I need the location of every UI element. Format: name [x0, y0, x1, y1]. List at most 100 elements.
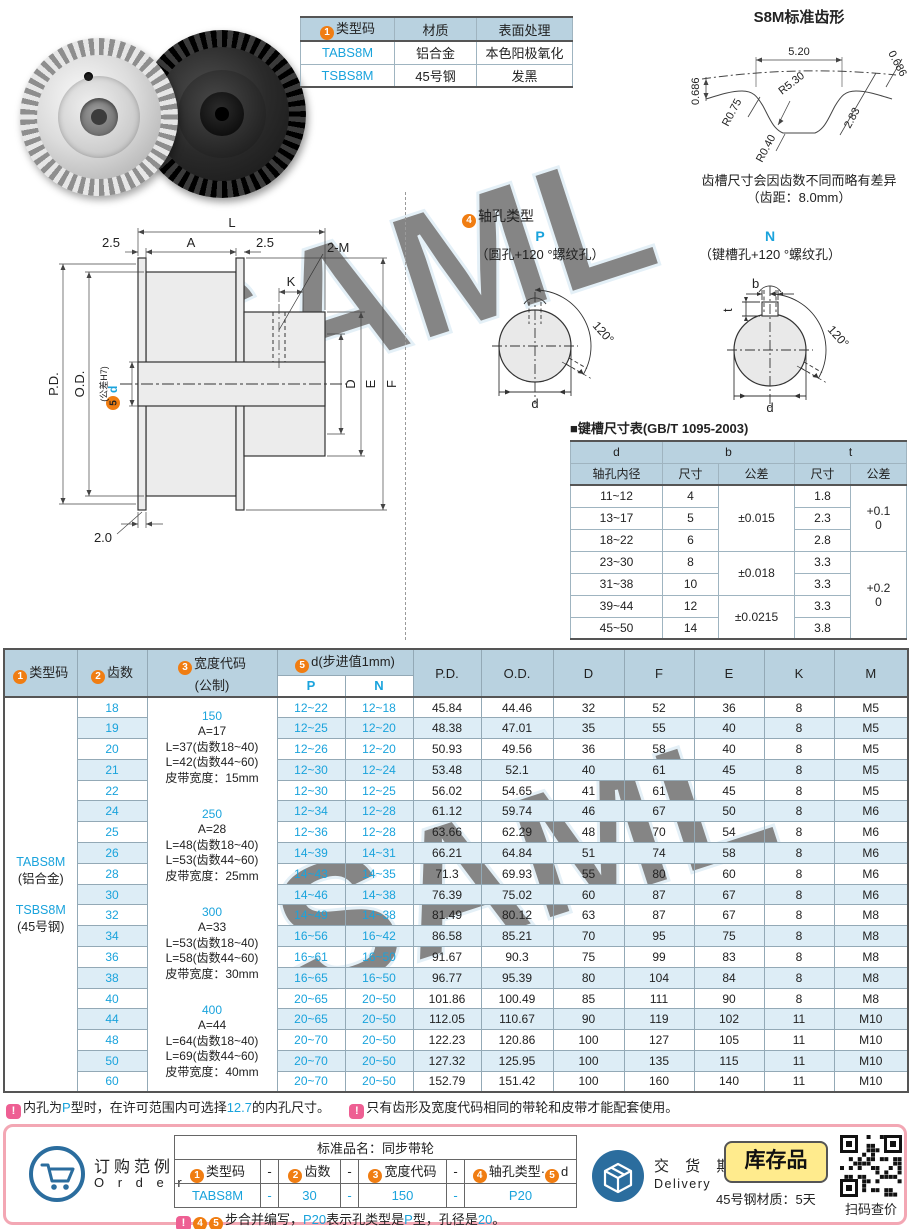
d-range-n-cell: 14~38 [344, 904, 414, 927]
F-cell: 80 [623, 862, 695, 885]
pd-cell: 45.84 [412, 696, 482, 719]
svg-text:5.20: 5.20 [788, 46, 809, 58]
hole-type-n-diagram: b t 120° d [720, 276, 852, 415]
pd-cell: 76.39 [412, 883, 482, 906]
order-label-cell: 1 类型码 [174, 1159, 261, 1184]
width-block-line: L=53(齿数18~40) [165, 935, 259, 950]
d-range-n-cell: 20~50 [344, 1070, 414, 1093]
keyway-d-cell: 31~38 [570, 572, 663, 596]
width-block-line: 皮带宽度：30mm [165, 966, 259, 981]
svg-text:R5.30: R5.30 [776, 70, 807, 98]
keyway-b-size-cell: 10 [662, 572, 719, 596]
d-range-n-cell: 16~42 [344, 925, 414, 948]
K-cell: 11 [763, 1029, 835, 1052]
tooth-profile-title: S8M标准齿形 [753, 9, 845, 26]
col-M: M [833, 648, 909, 698]
d-range-p-cell: 16~65 [276, 966, 346, 989]
hole-type-p-desc: （圆孔+120 °螺纹孔） [475, 247, 605, 262]
keyway-d-cell: 23~30 [570, 550, 663, 574]
K-cell: 11 [763, 1070, 835, 1093]
F-cell: 70 [623, 821, 695, 844]
text-run: 的内孔尺寸。 [252, 1100, 331, 1115]
delivery-label-cn: 交 货 期 [654, 1158, 738, 1175]
M-cell: M6 [833, 862, 909, 885]
tooth-profile-diagram: 5.20 0.686 0.686 R0.75 R5.30 2.83 R0.40 [690, 46, 908, 164]
qr-code [840, 1135, 902, 1197]
K-cell: 8 [763, 696, 835, 719]
d-range-n-cell: 12~20 [344, 738, 414, 760]
d-range-p-cell: 14~39 [276, 842, 346, 864]
d-range-n-cell: 20~50 [344, 1050, 414, 1072]
svg-text:R0.75: R0.75 [720, 97, 744, 129]
table-row: 50 20~70 20~50 127.32 125.95 100 135 115 11 M10 [4, 1050, 909, 1072]
od-cell: 49.56 [480, 738, 554, 760]
svg-text:2.5: 2.5 [256, 235, 274, 250]
type-code-value[interactable]: TABS8M [16, 854, 66, 869]
width-block-line: L=37(齿数18~40) [165, 739, 259, 754]
width-block-line: 皮带宽度：40mm [165, 1064, 259, 1079]
E-cell: 102 [693, 1008, 765, 1031]
pd-cell: 48.38 [412, 717, 482, 740]
stock-note: 45号钢材质：5天 [716, 1192, 816, 1207]
D-cell: 55 [552, 862, 625, 885]
teeth-count-cell: 50 [76, 1050, 148, 1072]
order-dash-cell: - [260, 1159, 279, 1184]
K-cell: 8 [763, 904, 835, 927]
D-cell: 36 [552, 738, 625, 760]
od-cell: 59.74 [480, 800, 554, 823]
part-number-link[interactable]: TABS8M [300, 40, 395, 65]
keyway-d-cell: 13~17 [570, 506, 663, 530]
E-cell: 58 [693, 842, 765, 864]
part-number-link[interactable]: TSBS8M [300, 63, 395, 88]
text-run: 内孔为 [23, 1100, 63, 1115]
K-cell: 8 [763, 779, 835, 802]
keyway-t-size-cell: 3.3 [794, 572, 851, 596]
teeth-count-cell: 60 [76, 1070, 148, 1093]
spec-header-cell: 材质 [394, 16, 477, 42]
d-range-p-cell: 12~30 [276, 779, 346, 802]
text-run: 表示孔类型是 [326, 1212, 405, 1227]
type-code-value[interactable]: TSBS8M [15, 902, 66, 917]
E-cell: 140 [693, 1070, 765, 1093]
spec-header-row: 1 类型码 材质 表面处理 [300, 16, 573, 42]
teeth-count-cell: 38 [76, 966, 148, 989]
col-F: F [623, 648, 695, 698]
order-dash-cell: - [446, 1159, 465, 1184]
text-run: 20 [477, 1212, 493, 1227]
keyway-b-size-cell: 8 [662, 550, 719, 574]
tol-upper: +0.2 [866, 580, 891, 595]
order-value-cell: TABS8M [174, 1183, 261, 1208]
width-blocks: 150 A=17 L=37(齿数18~40) L=42(齿数44~60) 皮带宽度：15… [148, 699, 277, 1091]
teeth-count-cell: 32 [76, 904, 148, 927]
teeth-count-cell: 36 [76, 946, 148, 968]
col-K: K [763, 648, 835, 698]
pd-cell: 56.02 [412, 779, 482, 802]
svg-text:5: 5 [109, 400, 120, 406]
F-cell: 67 [623, 800, 695, 823]
keyway-col-b-tol: 公差 [718, 462, 795, 486]
width-block-line: A=28 [197, 822, 227, 837]
table-row: 30 14~46 14~38 76.39 75.02 60 87 67 8 M6 [4, 883, 909, 906]
footnote-2: ! 只有齿形及宽度代码相同的带轮和皮带才能配套使用。 [349, 1100, 678, 1119]
keyway-b-size-cell: 4 [662, 484, 719, 508]
width-block-line: L=69(齿数44~60) [165, 1049, 259, 1064]
d-range-p-cell: 20~70 [276, 1029, 346, 1052]
spec-row: TSBS8M 45号钢 发黑 [300, 63, 573, 88]
E-cell: 54 [693, 821, 765, 844]
d-range-p-cell: 12~22 [276, 696, 346, 719]
product-photos [12, 8, 306, 198]
E-cell: 105 [693, 1029, 765, 1052]
text-run: P [404, 1212, 413, 1227]
pd-cell: 96.77 [412, 966, 482, 989]
od-cell: 110.67 [480, 1008, 554, 1031]
keyway-t-size-cell: 2.3 [794, 506, 851, 530]
spacer [5, 888, 77, 902]
K-cell: 8 [763, 738, 835, 760]
pd-cell: 81.49 [412, 904, 482, 927]
width-block-line: 皮带宽度：15mm [165, 770, 259, 785]
table-row: 44 20~65 20~50 112.05 110.67 90 119 102 11 M10 [4, 1008, 909, 1031]
keyway-b-tol-cell: ±0.018 [718, 550, 795, 596]
keyway-col-t-tol: 公差 [850, 462, 907, 486]
K-cell: 8 [763, 800, 835, 823]
